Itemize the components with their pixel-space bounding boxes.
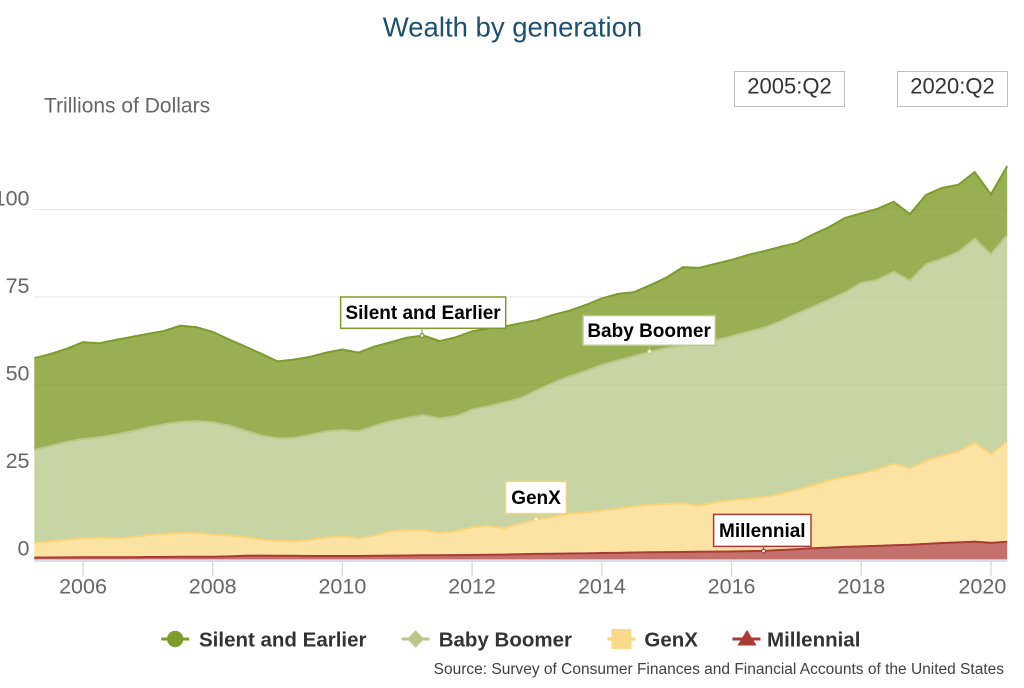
svg-text:Silent and Earlier: Silent and Earlier [345,303,501,324]
svg-text:0: 0 [18,537,30,561]
svg-text:Source: Survey of Consumer Fin: Source: Survey of Consumer Finances and … [434,661,1005,678]
svg-text:2016: 2016 [708,575,756,599]
svg-text:Baby Boomer: Baby Boomer [439,629,572,652]
svg-text:Wealth by generation: Wealth by generation [383,12,642,43]
svg-text:Baby Boomer: Baby Boomer [587,321,711,342]
svg-text:GenX: GenX [644,629,698,652]
svg-text:2020:Q2: 2020:Q2 [910,74,994,99]
svg-text:50: 50 [6,362,30,386]
svg-text:2018: 2018 [837,575,885,599]
svg-text:100: 100 [0,187,30,211]
svg-text:Millennial: Millennial [767,629,860,652]
svg-text:75: 75 [6,274,30,298]
svg-text:Silent and Earlier: Silent and Earlier [199,629,366,652]
svg-text:25: 25 [6,449,30,473]
svg-text:2005:Q2: 2005:Q2 [747,74,831,99]
svg-text:2020: 2020 [958,575,1006,599]
svg-text:2010: 2010 [318,575,366,599]
svg-text:2008: 2008 [189,575,237,599]
svg-text:Trillions of Dollars: Trillions of Dollars [44,95,210,118]
svg-text:Millennial: Millennial [719,521,806,542]
svg-text:2014: 2014 [578,575,626,599]
svg-text:GenX: GenX [511,488,561,509]
svg-text:2012: 2012 [448,575,496,599]
svg-text:2006: 2006 [59,575,107,599]
